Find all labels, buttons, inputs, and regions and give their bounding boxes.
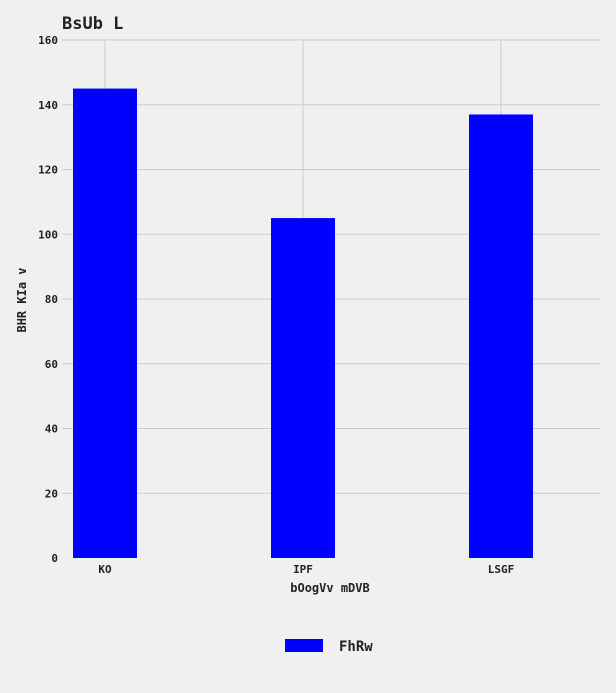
chart-title: BsUb L xyxy=(62,14,123,34)
legend: FhRw xyxy=(285,639,373,655)
x-axis-label: bOogVv mDVB xyxy=(290,581,369,595)
y-axis-label: BHR KIa v xyxy=(15,267,29,332)
legend-label: FhRw xyxy=(339,639,373,655)
y-tick-label: 140 xyxy=(38,99,58,112)
x-tick-label: LSGF xyxy=(488,563,515,576)
y-tick-label: 60 xyxy=(45,358,58,371)
bars-layer xyxy=(73,88,533,559)
bar-KO xyxy=(73,88,137,558)
y-tick-label: 40 xyxy=(45,423,58,436)
legend-swatch xyxy=(285,639,323,652)
x-tick-label: KO xyxy=(98,563,112,576)
x-tick-label: IPF xyxy=(293,563,313,576)
y-tick-label: 100 xyxy=(38,228,58,241)
y-tick-label: 160 xyxy=(38,34,58,47)
y-tick-label: 0 xyxy=(51,552,58,565)
y-tick-label: 120 xyxy=(38,164,58,177)
x-tick-labels: KO IPF LSGF xyxy=(98,563,514,576)
bar-IPF xyxy=(271,218,335,558)
y-tick-label: 20 xyxy=(45,487,58,500)
y-tick-labels: 0 20 40 60 80 100 120 140 160 xyxy=(38,34,58,565)
bar-LSGF xyxy=(469,114,533,559)
y-tick-label: 80 xyxy=(45,293,58,306)
